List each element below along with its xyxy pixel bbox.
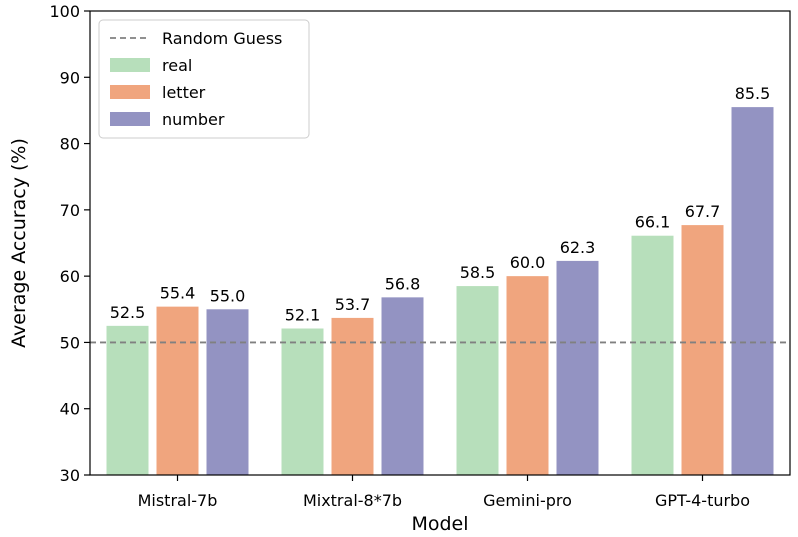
y-tick-label: 60 <box>60 267 80 286</box>
y-tick-label: 30 <box>60 466 80 485</box>
y-tick-label: 70 <box>60 201 80 220</box>
bar-letter <box>681 225 724 475</box>
bar-real <box>281 328 324 475</box>
data-label: 67.7 <box>685 202 721 221</box>
legend-swatch-number <box>110 112 150 126</box>
bar-letter <box>331 317 374 475</box>
bar-number <box>206 309 249 475</box>
y-axis-ticks: 30 40 50 60 70 80 90 100 <box>49 2 90 485</box>
x-axis-title: Model <box>411 513 468 535</box>
bar-letter <box>156 306 199 475</box>
legend-box <box>98 19 310 139</box>
x-axis-ticks: Mistral-7b Mixtral-8*7b Gemini-pro GPT-4-tu… <box>138 475 750 510</box>
data-label: 55.4 <box>160 284 196 303</box>
data-label: 53.7 <box>335 295 371 314</box>
bars <box>106 107 774 475</box>
x-tick-label: Gemini-pro <box>483 491 572 510</box>
data-label: 52.5 <box>110 303 146 322</box>
bar-real <box>631 235 674 475</box>
x-tick-label: Mixtral-8*7b <box>303 491 402 510</box>
bar-number <box>556 260 599 475</box>
y-tick-label: 100 <box>49 2 80 21</box>
legend-label-real: real <box>162 56 192 75</box>
bar-real <box>106 325 149 475</box>
y-tick-label: 90 <box>60 68 80 87</box>
data-label: 62.3 <box>560 238 596 257</box>
data-label: 56.8 <box>385 274 421 293</box>
y-axis-title: Average Accuracy (%) <box>8 138 30 348</box>
legend-swatch-real <box>110 58 150 72</box>
data-label: 85.5 <box>735 84 771 103</box>
legend: Random Guess real letter number <box>98 19 310 139</box>
y-tick-label: 40 <box>60 400 80 419</box>
bar-number <box>731 107 774 475</box>
legend-label-number: number <box>162 110 225 129</box>
data-labels: 52.5 55.4 55.0 52.1 53.7 56.8 58.5 60.0 62.3 66.1… <box>110 84 771 324</box>
y-tick-label: 50 <box>60 333 80 352</box>
data-label: 52.1 <box>285 306 321 325</box>
plot-frame <box>89 10 791 476</box>
x-tick-label: GPT-4-turbo <box>655 491 750 510</box>
data-label: 58.5 <box>460 263 496 282</box>
bar-number <box>381 297 424 475</box>
legend-label-random-guess: Random Guess <box>162 29 282 48</box>
bar-real <box>456 286 499 475</box>
data-label: 55.0 <box>210 286 246 305</box>
data-label: 60.0 <box>510 253 546 272</box>
data-label: 66.1 <box>635 213 671 232</box>
bar-letter <box>506 276 549 475</box>
y-tick-label: 80 <box>60 135 80 154</box>
legend-swatch-letter <box>110 85 150 99</box>
x-tick-label: Mistral-7b <box>138 491 218 510</box>
legend-label-letter: letter <box>162 83 206 102</box>
